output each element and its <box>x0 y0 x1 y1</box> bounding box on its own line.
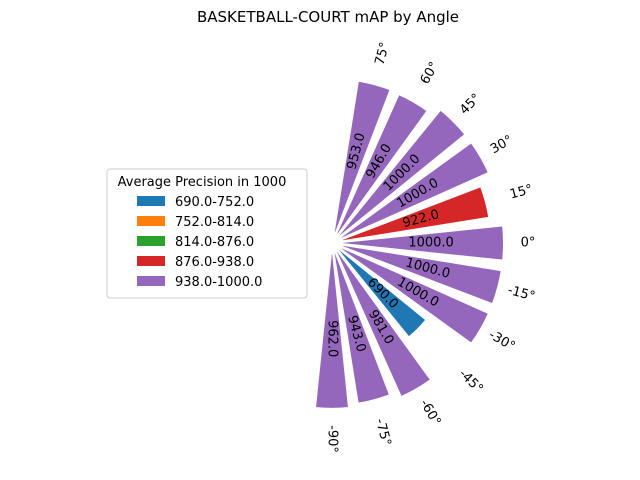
legend-swatch <box>137 216 165 226</box>
legend-title: Average Precision in 1000 <box>118 175 287 190</box>
bar-60 <box>334 92 430 237</box>
legend-entry-label: 938.0-1000.0 <box>175 275 262 290</box>
legend-swatch <box>137 236 165 246</box>
angle-tick-label: -60° <box>417 397 444 429</box>
legend-entry-label: 690.0-752.0 <box>175 195 254 210</box>
value-label: 1000.0 <box>408 236 454 251</box>
angle-tick-label: 45° <box>457 91 484 118</box>
angle-tick-label: 60° <box>418 60 443 87</box>
legend: Average Precision in 1000 690.0-752.0 752… <box>106 168 308 299</box>
legend-entry-label: 752.0-814.0 <box>175 215 254 230</box>
bar-minus-30 <box>338 245 491 346</box>
angle-tick-label: -45° <box>455 366 485 396</box>
angle-tick-label: 30° <box>488 133 515 158</box>
bar-0 <box>340 224 505 262</box>
value-labels-group: 962.0 943.0981.0690.01000.01000.01000.092… <box>325 131 454 357</box>
angle-tick-label: -90° <box>325 425 340 453</box>
bar-minus-15 <box>340 243 503 306</box>
legend-entry-label: 876.0-938.0 <box>175 255 254 270</box>
legend-entry-label: 814.0-876.0 <box>175 235 254 250</box>
value-label: 962.0 <box>325 320 340 357</box>
angle-tick-label: -75° <box>372 417 394 448</box>
bar-45 <box>336 108 467 239</box>
bar-minus-75 <box>332 251 392 405</box>
angle-tick-label: 75° <box>373 41 393 67</box>
bar-minus-90 <box>313 251 351 410</box>
bar-30 <box>338 140 491 241</box>
angle-tick-label: -15° <box>506 283 537 305</box>
chart-title: BASKETBALL-COURT mAP by Angle <box>197 8 459 26</box>
angle-tick-label: -30° <box>486 328 518 355</box>
bar-minus-45 <box>336 247 428 339</box>
bar-minus-60 <box>334 249 433 399</box>
legend-swatch <box>137 196 165 206</box>
legend-swatch <box>137 256 165 266</box>
angle-tick-label: 15° <box>508 182 534 202</box>
angle-tick-label: 0° <box>521 236 536 251</box>
bar-75 <box>332 79 392 235</box>
legend-swatch <box>137 276 165 286</box>
bar-15 <box>340 184 491 243</box>
bars-group <box>313 79 505 410</box>
